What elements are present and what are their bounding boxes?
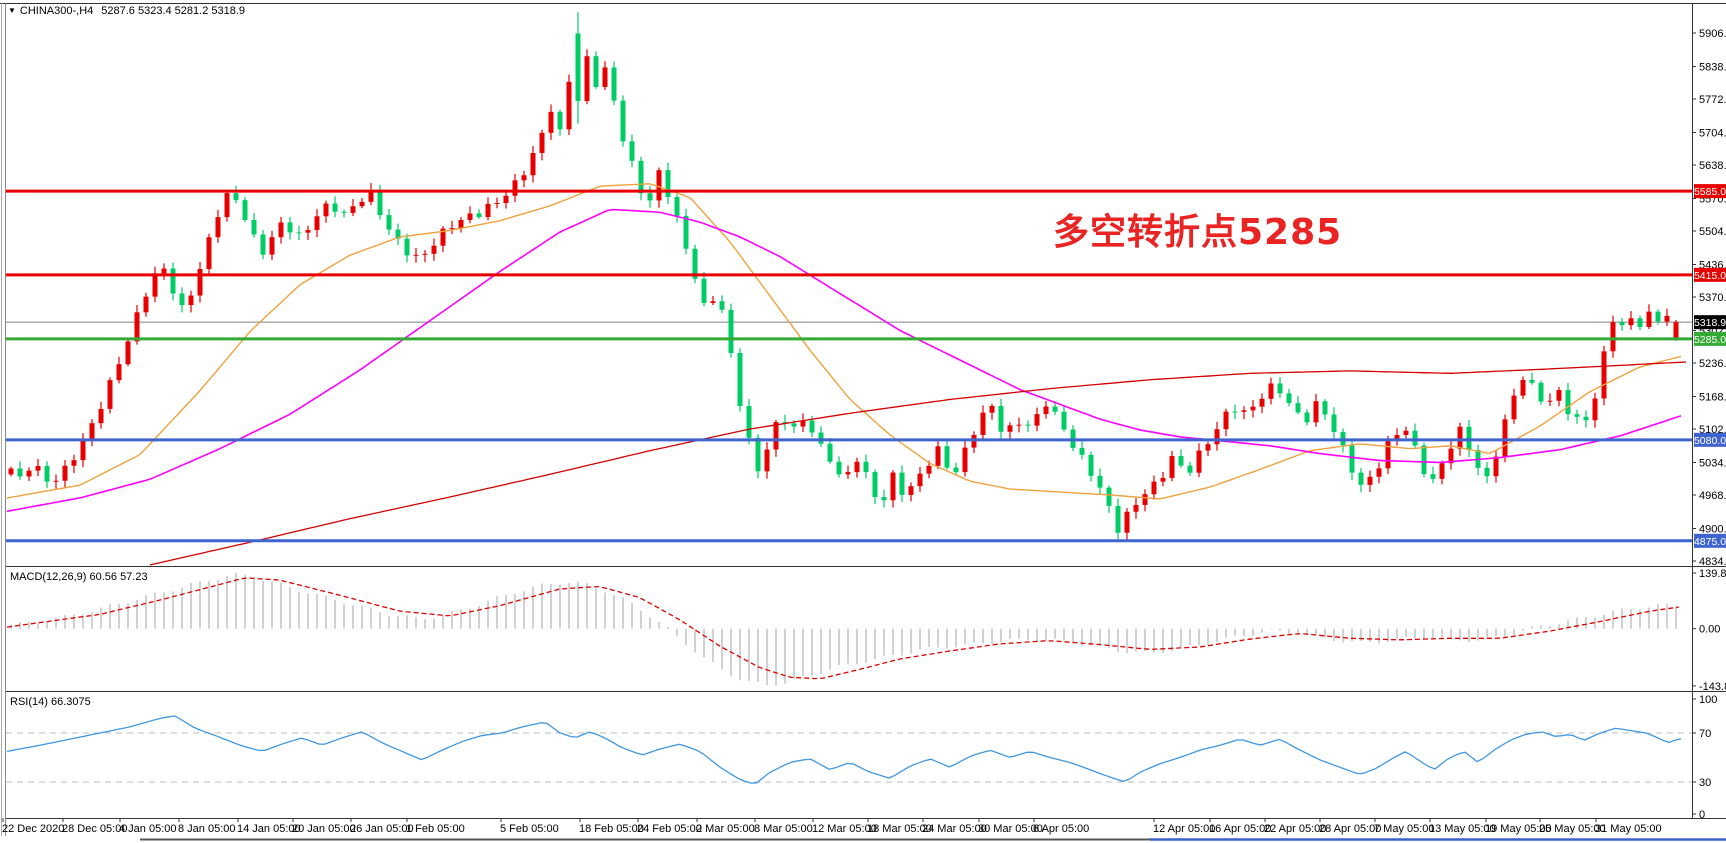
price-tick-label: 5034.0	[1699, 457, 1726, 469]
data-window-toggle-icon[interactable]: ▼	[8, 6, 16, 15]
date-tick-label: 24 Mar 05:00	[922, 823, 987, 835]
date-tick-label: 6 Apr 05:00	[1033, 823, 1089, 835]
svg-text:5285.0: 5285.0	[1694, 334, 1726, 346]
price-tick-label: 5168.0	[1699, 391, 1726, 403]
date-tick-label: 22 Apr 05:00	[1264, 823, 1326, 835]
date-tick-label: 2 Mar 05:00	[696, 823, 755, 835]
date-tick-label: 30 Mar 05:00	[978, 823, 1043, 835]
macd-tick-label: -143.82	[1699, 681, 1726, 693]
rsi-tick-label: 30	[1699, 777, 1711, 789]
rsi-tick-label: 0	[1699, 809, 1705, 821]
price-tick-label: 4900.0	[1699, 523, 1726, 535]
rsi-tick-label: 100	[1699, 694, 1717, 706]
date-tick-label: 18 Feb 05:00	[579, 823, 644, 835]
rsi-line	[6, 715, 1682, 784]
macd-indicator-label: MACD(12,26,9) 60.56 57.23	[10, 571, 148, 583]
chart-symbol-period: CHINA300-,H4	[19, 5, 94, 17]
price-tick-label: 5838.0	[1699, 61, 1726, 73]
candles	[8, 12, 1679, 541]
date-tick-label: 5 Feb 05:00	[500, 823, 559, 835]
date-tick-label: 20 Jan 05:00	[292, 823, 356, 835]
macd-panel[interactable]	[6, 572, 1680, 686]
date-tick-label: 7 May 05:00	[1374, 823, 1435, 835]
date-tick-label: 28 Dec 05:00	[62, 823, 127, 835]
current-price-badge	[1694, 315, 1726, 330]
macd-signal-line	[6, 577, 1680, 680]
date-tick-label: 26 Jan 05:00	[350, 823, 414, 835]
ma-mid-magenta	[6, 208, 1682, 513]
date-tick-label: 28 Apr 05:00	[1319, 823, 1381, 835]
rsi-indicator-label: RSI(14) 66.3075	[10, 696, 91, 708]
price-tick-label: 5772.0	[1699, 94, 1726, 106]
ma-slow-red	[149, 361, 1687, 566]
level-badge-5080.0	[1694, 432, 1726, 447]
price-tick-label: 5236.0	[1699, 358, 1726, 370]
level-badge-5415.0	[1694, 267, 1726, 282]
svg-text:5415.0: 5415.0	[1694, 270, 1726, 282]
date-tick-label: 4 Jan 05:00	[119, 823, 177, 835]
svg-text:4875.0: 4875.0	[1694, 536, 1726, 548]
date-tick-label: 12 Mar 05:00	[812, 823, 877, 835]
svg-text:5585.0: 5585.0	[1694, 186, 1726, 198]
date-tick-label: 1 Feb 05:00	[406, 823, 465, 835]
date-tick-label: 31 May 05:00	[1595, 823, 1662, 835]
price-tick-label: 5906.0	[1699, 28, 1726, 40]
rsi-tick-label: 70	[1699, 728, 1711, 740]
price-tick-label: 5370.0	[1699, 292, 1726, 304]
price-tick-label: 4968.0	[1699, 490, 1726, 502]
svg-text:5318.9: 5318.9	[1694, 317, 1726, 329]
date-tick-label: 24 Feb 05:00	[637, 823, 702, 835]
date-tick-label: 14 Jan 05:00	[237, 823, 301, 835]
rsi-panel[interactable]	[6, 715, 1692, 784]
date-tick-label: 22 Dec 2020	[2, 823, 64, 835]
chart-ohlc-readout: 5287.6 5323.4 5281.2 5318.9	[101, 5, 246, 17]
chart-title: ▼ CHINA300-,H4 5287.6 5323.4 5281.2 5318.9	[8, 5, 245, 17]
level-badge-5285.0	[1694, 331, 1726, 346]
date-tick-label: 8 Mar 05:00	[754, 823, 813, 835]
date-tick-label: 16 Apr 05:00	[1209, 823, 1271, 835]
price-tick-label: 5704.0	[1699, 127, 1726, 139]
level-badge-5585.0	[1694, 184, 1726, 199]
macd-tick-label: 139.86	[1699, 568, 1726, 580]
date-tick-label: 19 May 05:00	[1485, 823, 1552, 835]
date-tick-label: 13 May 05:00	[1429, 823, 1496, 835]
macd-tick-label: 0.00	[1699, 624, 1720, 636]
svg-text:5080.0: 5080.0	[1694, 435, 1726, 447]
main-price-panel[interactable]	[6, 12, 1692, 566]
price-tick-label: 4834.0	[1699, 556, 1726, 568]
date-tick-label: 25 May 05:00	[1539, 823, 1606, 835]
date-tick-label: 12 Apr 05:00	[1153, 823, 1215, 835]
ma-fast-orange	[6, 183, 1682, 500]
date-tick-label: 18 Mar 05:00	[867, 823, 932, 835]
price-tick-label: 5638.0	[1699, 160, 1726, 172]
level-badge-4875.0	[1694, 533, 1726, 548]
date-tick-label: 8 Jan 05:00	[178, 823, 236, 835]
price-tick-label: 5504.0	[1699, 226, 1726, 238]
annotation-text: 多空转折点5285	[1053, 212, 1343, 253]
